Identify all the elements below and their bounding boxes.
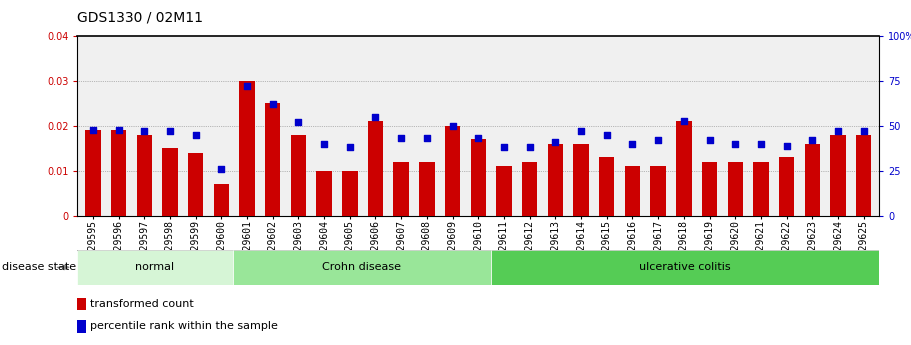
- Bar: [753, 162, 769, 216]
- Text: normal: normal: [136, 263, 175, 272]
- Point: [368, 114, 383, 120]
- Bar: [232, 250, 491, 285]
- Bar: [573, 144, 589, 216]
- Bar: [496, 166, 512, 216]
- Bar: [548, 144, 563, 216]
- Bar: [701, 162, 717, 216]
- Bar: [343, 171, 357, 216]
- Point: [471, 136, 486, 141]
- Bar: [111, 130, 127, 216]
- Point: [420, 136, 435, 141]
- Bar: [394, 162, 409, 216]
- Point: [86, 127, 100, 132]
- Point: [522, 145, 537, 150]
- Bar: [419, 162, 435, 216]
- Text: percentile rank within the sample: percentile rank within the sample: [90, 322, 278, 332]
- Point: [445, 123, 460, 129]
- Bar: [471, 139, 486, 216]
- Bar: [213, 184, 229, 216]
- Point: [728, 141, 742, 147]
- Point: [574, 129, 589, 134]
- Point: [779, 143, 793, 148]
- Bar: [779, 157, 794, 216]
- Bar: [188, 153, 203, 216]
- Point: [265, 102, 280, 107]
- Point: [831, 129, 845, 134]
- Bar: [856, 135, 872, 216]
- Bar: [830, 135, 845, 216]
- Point: [702, 138, 717, 143]
- Point: [394, 136, 408, 141]
- Point: [548, 139, 563, 145]
- Point: [625, 141, 640, 147]
- Bar: [728, 162, 743, 216]
- Bar: [650, 166, 666, 216]
- Bar: [625, 166, 640, 216]
- Point: [677, 118, 691, 123]
- Text: Crohn disease: Crohn disease: [322, 263, 402, 272]
- Point: [214, 166, 229, 172]
- Point: [856, 129, 871, 134]
- Point: [111, 127, 126, 132]
- Point: [163, 129, 178, 134]
- Bar: [368, 121, 384, 216]
- Bar: [522, 162, 537, 216]
- Bar: [77, 298, 87, 310]
- Bar: [77, 320, 87, 333]
- Point: [137, 129, 151, 134]
- Point: [317, 141, 332, 147]
- Bar: [291, 135, 306, 216]
- Bar: [137, 135, 152, 216]
- Bar: [265, 104, 281, 216]
- Point: [496, 145, 511, 150]
- Bar: [676, 121, 691, 216]
- Point: [599, 132, 614, 138]
- Point: [189, 132, 203, 138]
- Bar: [804, 144, 820, 216]
- Bar: [162, 148, 178, 216]
- Bar: [599, 157, 614, 216]
- Point: [240, 84, 254, 89]
- Bar: [77, 250, 232, 285]
- Point: [343, 145, 357, 150]
- Point: [292, 120, 306, 125]
- Bar: [445, 126, 460, 216]
- Text: disease state: disease state: [2, 263, 76, 272]
- Point: [753, 141, 768, 147]
- Text: GDS1330 / 02M11: GDS1330 / 02M11: [77, 10, 203, 24]
- Text: transformed count: transformed count: [90, 299, 194, 309]
- Point: [805, 138, 820, 143]
- Bar: [240, 81, 255, 216]
- Text: ulcerative colitis: ulcerative colitis: [640, 263, 731, 272]
- Point: [650, 138, 665, 143]
- Bar: [316, 171, 332, 216]
- Bar: [491, 250, 879, 285]
- Bar: [85, 130, 100, 216]
